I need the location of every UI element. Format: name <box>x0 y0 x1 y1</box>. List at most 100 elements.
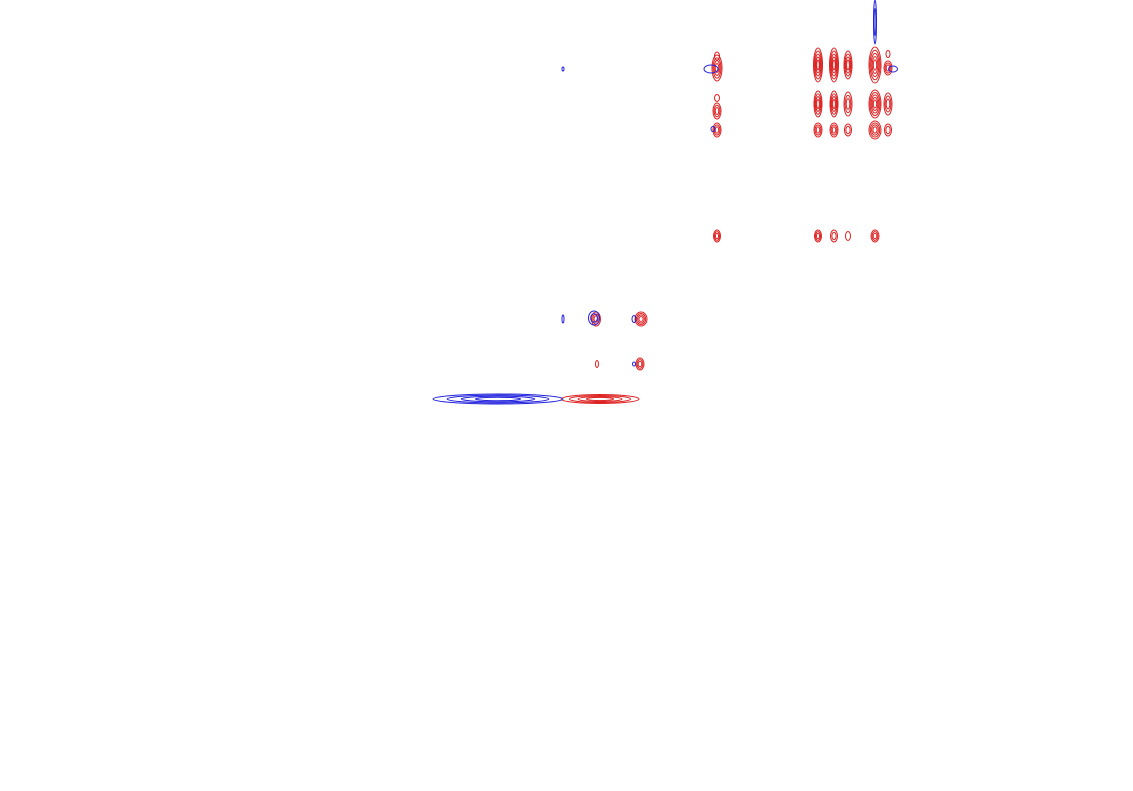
positive-peak-23 <box>830 229 838 243</box>
positive-contour-level <box>814 124 822 136</box>
positive-contour-level <box>814 93 822 115</box>
positive-contour-level <box>814 53 822 77</box>
positive-contour-level <box>845 98 851 110</box>
positive-contour-level <box>869 122 881 138</box>
positive-contour-level <box>832 98 836 110</box>
positive-contour-level <box>713 124 721 136</box>
positive-contour-level <box>560 394 640 404</box>
positive-contour-level <box>813 47 823 83</box>
negative-peak-5 <box>561 314 565 324</box>
negative-contour-level <box>631 315 637 323</box>
negative-contour-level <box>446 394 550 404</box>
positive-contour-level <box>830 93 838 115</box>
positive-peak-21 <box>713 229 721 243</box>
negative-contour-level <box>873 0 877 45</box>
positive-peak-1 <box>714 51 720 61</box>
positive-contour-level <box>870 229 880 243</box>
positive-contour-level <box>869 92 881 116</box>
positive-peak-17 <box>829 122 839 138</box>
positive-contour-level <box>831 231 837 241</box>
positive-contour-level <box>871 231 879 241</box>
positive-contour-level <box>869 49 881 81</box>
positive-contour-level <box>711 54 723 82</box>
positive-peak-13 <box>868 89 882 119</box>
positive-contour-level <box>634 311 648 327</box>
positive-contour-level <box>714 126 720 134</box>
positive-contour-level <box>829 50 839 80</box>
positive-contour-level <box>813 122 823 138</box>
positive-peak-22 <box>814 229 822 243</box>
positive-peak-14 <box>883 92 893 116</box>
positive-peak-6 <box>883 60 893 76</box>
negative-contour-level <box>888 65 898 73</box>
positive-contour-level <box>868 46 882 84</box>
positive-contour-level <box>714 94 720 102</box>
negative-contour-level <box>873 7 877 37</box>
positive-contour-level <box>831 126 837 134</box>
positive-contour-level <box>815 56 821 74</box>
positive-contour-level <box>843 50 853 80</box>
negative-peak-3 <box>710 126 716 132</box>
positive-contour-level <box>712 57 722 79</box>
positive-contour-level <box>831 96 837 112</box>
positive-contour-level <box>872 59 878 71</box>
positive-contour-level <box>816 59 820 71</box>
positive-contour-level <box>845 125 851 135</box>
positive-peak-16 <box>813 122 823 138</box>
positive-contour-level <box>815 126 821 134</box>
positive-peak-27 <box>634 311 648 327</box>
negative-peak-8 <box>632 361 636 367</box>
positive-contour-level <box>872 126 878 134</box>
positive-contour-level <box>815 96 821 112</box>
positive-contour-level <box>712 102 722 120</box>
negative-contour-level <box>474 396 522 402</box>
positive-contour-level <box>872 232 878 240</box>
negative-contour-level <box>703 64 719 74</box>
negative-peak-0 <box>561 66 565 72</box>
negative-peak-6 <box>588 310 600 326</box>
negative-peak-1 <box>703 64 719 74</box>
positive-contour-level <box>813 50 823 80</box>
positive-peak-5 <box>868 46 882 84</box>
positive-contour-level <box>830 124 838 136</box>
positive-peak-30 <box>560 394 640 404</box>
negative-peak-4 <box>873 0 877 45</box>
positive-contour-level <box>868 120 882 140</box>
positive-contour-level <box>884 62 892 74</box>
negative-contour-level <box>710 126 716 132</box>
positive-contour-level <box>832 59 836 71</box>
positive-contour-level <box>885 64 891 72</box>
positive-contour-level <box>714 232 720 240</box>
positive-peak-4 <box>843 50 853 80</box>
negative-contour-level <box>460 395 536 403</box>
positive-contour-level <box>714 51 720 61</box>
positive-contour-level <box>845 231 851 241</box>
negative-contour-level <box>590 313 598 323</box>
positive-contour-level <box>870 52 880 78</box>
positive-contour-level <box>568 394 632 404</box>
positive-contour-level <box>829 122 839 138</box>
positive-contour-level <box>845 56 851 74</box>
positive-contour-level <box>883 60 893 76</box>
positive-contour-level <box>713 104 721 118</box>
positive-contour-level <box>830 53 838 77</box>
positive-contour-level <box>871 124 879 136</box>
positive-contour-level <box>844 123 852 137</box>
positive-contour-level <box>870 94 880 114</box>
positive-contour-level <box>637 360 643 368</box>
positive-contour-level <box>844 53 852 77</box>
negative-contour-level <box>432 393 564 405</box>
positive-contour-level <box>871 56 879 74</box>
positive-contour-level <box>577 395 623 403</box>
positive-contour-level <box>816 98 820 110</box>
positive-contour-level <box>846 59 850 71</box>
positive-contour-level <box>885 50 891 58</box>
positive-contour-level <box>830 229 838 243</box>
positive-peak-12 <box>843 91 853 117</box>
negative-peak-9 <box>432 393 564 405</box>
negative-contour-level <box>588 310 600 326</box>
negative-contour-level <box>632 361 636 367</box>
positive-contour-level <box>843 91 853 117</box>
positive-contour-level <box>638 316 644 322</box>
